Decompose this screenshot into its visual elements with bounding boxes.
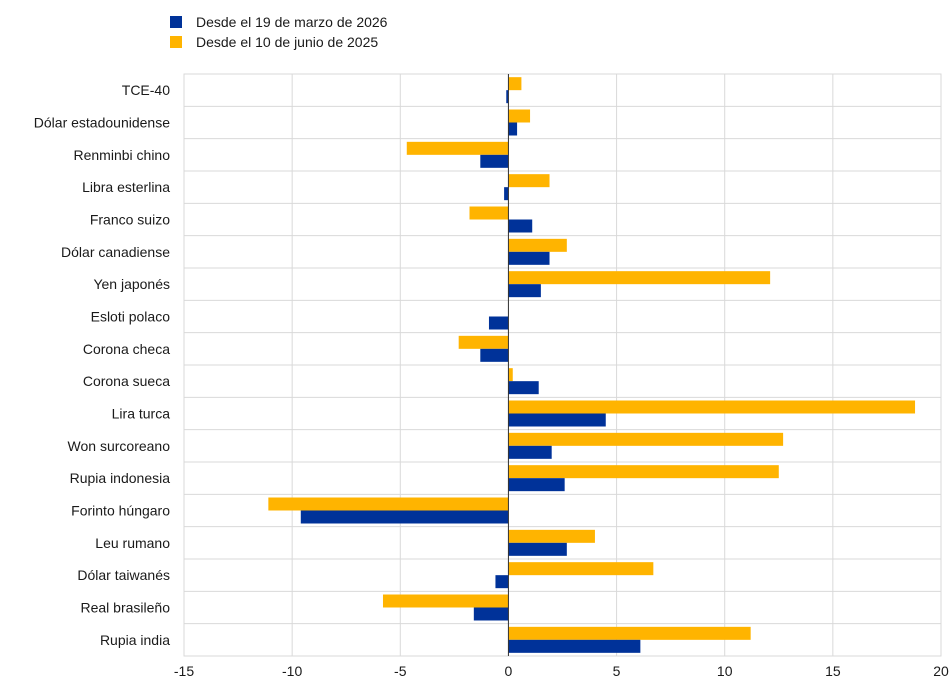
- x-tick-label: 20: [933, 663, 949, 679]
- bar-series-1-8[interactable]: [480, 348, 509, 362]
- bar-series-1-10[interactable]: [508, 413, 606, 427]
- bars: [268, 77, 916, 653]
- bar-series-2-2[interactable]: [406, 141, 509, 155]
- bar-series-1-13[interactable]: [300, 510, 509, 524]
- category-label: Rupia indonesia: [70, 470, 171, 486]
- x-tick-label: -15: [174, 663, 194, 679]
- bar-series-1-16[interactable]: [473, 607, 509, 621]
- legend-label-series-1: Desde el 19 de marzo de 2026: [196, 14, 388, 30]
- bar-series-2-4[interactable]: [469, 206, 509, 220]
- bar-series-1-6[interactable]: [508, 284, 541, 298]
- bar-series-1-7[interactable]: [488, 316, 509, 330]
- bar-series-1-1[interactable]: [508, 122, 518, 136]
- bar-series-1-12[interactable]: [508, 478, 565, 492]
- bar-series-2-5[interactable]: [508, 238, 567, 252]
- category-label: Leu rumano: [95, 535, 170, 551]
- category-label: Renminbi chino: [74, 147, 171, 163]
- category-label: Lira turca: [112, 406, 171, 422]
- bar-series-2-1[interactable]: [508, 109, 531, 123]
- legend-item-series-1[interactable]: Desde el 19 de marzo de 2026: [170, 12, 387, 32]
- bar-series-2-0[interactable]: [508, 77, 522, 91]
- bar-series-2-3[interactable]: [508, 174, 550, 188]
- category-label: Dólar estadounidense: [34, 115, 170, 131]
- category-label: Libra esterlina: [82, 179, 170, 195]
- category-label: Franco suizo: [90, 212, 170, 228]
- bar-series-1-17[interactable]: [508, 639, 641, 653]
- bar-series-2-8[interactable]: [458, 335, 509, 349]
- bar-series-1-4[interactable]: [508, 219, 533, 233]
- bar-series-1-3[interactable]: [504, 187, 509, 201]
- category-labels: TCE-40 Dólar estadounidense Renminbi chino…: [34, 82, 170, 648]
- bar-series-1-2[interactable]: [480, 154, 509, 168]
- x-tick-label: 10: [717, 663, 733, 679]
- x-tick-label: 15: [825, 663, 841, 679]
- category-label: Forinto húngaro: [71, 503, 170, 519]
- legend-swatch-series-2: [170, 36, 182, 48]
- bar-series-1-0[interactable]: [506, 90, 509, 104]
- category-label: Dólar canadiense: [61, 244, 170, 260]
- bar-series-2-15[interactable]: [508, 562, 654, 576]
- bar-series-2-14[interactable]: [508, 529, 595, 543]
- x-tick-label: -5: [394, 663, 407, 679]
- category-label: Yen japonés: [93, 276, 170, 292]
- x-tick-labels: -15 -10 -5 0 5 10 15 20: [174, 663, 949, 679]
- x-tick-label: 5: [613, 663, 621, 679]
- bar-series-1-9[interactable]: [508, 381, 539, 395]
- category-label: Real brasileño: [81, 600, 171, 616]
- bar-series-2-17[interactable]: [508, 626, 751, 640]
- bar-series-2-13[interactable]: [268, 497, 509, 511]
- bar-series-2-11[interactable]: [508, 432, 784, 446]
- bar-series-1-15[interactable]: [495, 575, 509, 589]
- bar-series-1-14[interactable]: [508, 542, 567, 556]
- bar-series-2-9[interactable]: [508, 368, 513, 382]
- bar-series-2-6[interactable]: [508, 271, 771, 285]
- legend-item-series-2[interactable]: Desde el 10 de junio de 2025: [170, 32, 387, 52]
- category-label: Corona sueca: [83, 373, 170, 389]
- x-tick-label: 0: [505, 663, 513, 679]
- bar-series-2-10[interactable]: [508, 400, 916, 414]
- x-tick-label: -10: [282, 663, 302, 679]
- bar-series-1-5[interactable]: [508, 251, 550, 265]
- category-label: Dólar taiwanés: [77, 567, 170, 583]
- category-label: Won surcoreano: [68, 438, 171, 454]
- category-label: Rupia india: [100, 632, 170, 648]
- category-label: TCE-40: [122, 82, 170, 98]
- legend-swatch-series-1: [170, 16, 182, 28]
- bar-series-1-11[interactable]: [508, 445, 552, 459]
- category-label: Esloti polaco: [91, 309, 171, 325]
- bar-series-2-12[interactable]: [508, 465, 779, 479]
- legend-label-series-2: Desde el 10 de junio de 2025: [196, 34, 379, 50]
- legend: Desde el 19 de marzo de 2026 Desde el 10…: [170, 12, 387, 52]
- category-label: Corona checa: [83, 341, 170, 357]
- bar-series-2-16[interactable]: [382, 594, 509, 608]
